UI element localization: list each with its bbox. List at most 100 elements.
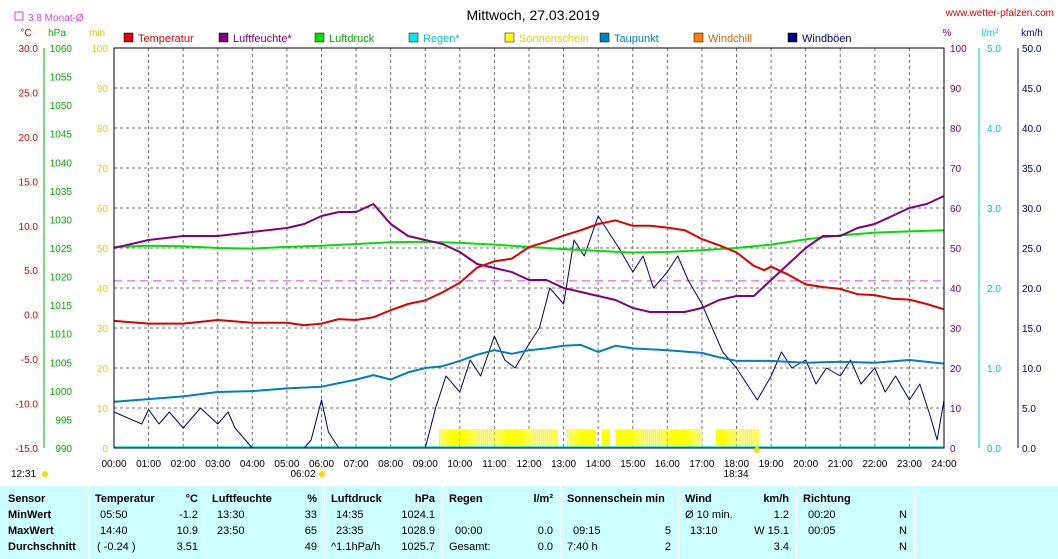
series-temperature	[113, 219, 945, 327]
legend-label: Temperatur	[138, 33, 194, 45]
sunshine-bar	[617, 429, 620, 446]
sunshine-bar	[517, 429, 520, 446]
wind-tick-label: 25.0	[1022, 244, 1042, 255]
legend-label: Windchill	[708, 33, 752, 45]
humidity-tick-label: 70	[950, 164, 962, 175]
sunshine-bar	[515, 429, 518, 446]
chart-title: Mittwoch, 27.03.2019	[466, 7, 599, 23]
sunshine-bar	[744, 429, 747, 446]
legend-swatch	[123, 32, 134, 43]
sunshine-bar	[700, 429, 703, 446]
header-temperatur: Temperatur	[95, 493, 155, 505]
series-humidity	[113, 195, 945, 313]
bottom-left-time: 12:31	[11, 469, 36, 480]
sunshine-bar	[463, 429, 466, 446]
col-divider	[914, 486, 915, 559]
min-wind-desc: Ø 10 min.	[685, 509, 733, 521]
max-dir-time: 00:05	[808, 525, 836, 537]
sunshine-tick-label: 30	[97, 324, 109, 335]
pressure-tick-label: 1050	[50, 101, 73, 112]
rain-tick-label: 0.0	[987, 444, 1001, 455]
legend-label: Regen*	[423, 33, 460, 45]
sunshine-bar	[640, 429, 642, 446]
wind-axis: 50.0 45.0 40.0 35.0 30.0 25.0 20.0 15.0 10.0 5.0 0…	[1017, 44, 1042, 455]
rain-tick-label: 5.0	[987, 44, 1001, 55]
col-divider	[796, 486, 797, 559]
sunshine-bar	[717, 429, 720, 446]
wind-tick-label: 50.0	[1022, 44, 1042, 55]
sunshine-bar	[493, 429, 495, 446]
sunshine-bar	[594, 429, 596, 446]
wind-tick-label: 20.0	[1022, 284, 1042, 295]
pressure-tick-label: 1045	[50, 130, 73, 141]
sunshine-bar	[451, 429, 454, 446]
sunshine-bar	[546, 429, 549, 446]
monthly-avg-swatch	[14, 11, 24, 21]
temperature-tick-label: 0.0	[24, 311, 38, 322]
row-label-avg: Durchschnitt	[8, 541, 76, 553]
legend-swatch	[314, 32, 325, 43]
sunshine-bar	[542, 429, 545, 446]
sun-icon-time	[42, 471, 48, 477]
legend-label: Luftfeuchte*	[233, 33, 292, 45]
min-temp-value: -1.2	[179, 509, 198, 521]
sunshine-bar	[439, 429, 441, 446]
legend-swatch	[408, 32, 419, 43]
sunshine-bar	[470, 429, 472, 446]
sunshine-tick-label: 70	[97, 164, 109, 175]
sunshine-bar	[497, 429, 499, 446]
sunshine-bar	[455, 429, 458, 446]
sunshine-bar	[726, 429, 728, 446]
header-wind: Wind	[685, 493, 712, 505]
avg-press-trend: ^1.1hPa/h	[331, 541, 381, 553]
pressure-tick-label: 1005	[50, 358, 73, 369]
row-label-min: MinWert	[8, 509, 52, 521]
sunshine-tick-label: 80	[97, 124, 109, 135]
sunshine-bar	[457, 429, 460, 446]
humidity-tick-label: 40	[950, 284, 962, 295]
time-tick-label: 01:00	[136, 459, 161, 470]
sunrise-label: 06:02	[290, 469, 315, 480]
avg-hum-value: 49	[304, 541, 317, 553]
pressure-tick-label: 1025	[50, 244, 73, 255]
header-luftdruck-unit: hPa	[414, 493, 435, 505]
site-link[interactable]: www.wetter-pfalzen.com	[945, 8, 1054, 19]
max-rain-time: 00:00	[455, 525, 483, 537]
time-tick-label: 24:00	[931, 459, 956, 470]
pressure-tick-label: 1055	[50, 73, 73, 84]
sunshine-bar	[681, 429, 684, 446]
unit-kmh: km/h	[1021, 28, 1043, 39]
time-tick-label: 03:00	[205, 459, 230, 470]
sunshine-bar	[632, 429, 634, 446]
max-press-time: 23:35	[336, 525, 364, 537]
pressure-tick-label: 1010	[50, 330, 73, 341]
time-tick-label: 09:00	[413, 459, 438, 470]
sunshine-bar	[698, 429, 700, 446]
sunshine-bar	[443, 429, 445, 446]
sunshine-bar	[644, 429, 647, 446]
temperature-tick-label: 25.0	[19, 88, 39, 99]
sunshine-bar	[648, 429, 651, 446]
max-dir-value: N	[899, 525, 907, 537]
temperature-tick-label: -5.0	[21, 355, 39, 366]
sunshine-bar	[555, 429, 557, 446]
sunshine-bar	[661, 429, 663, 446]
time-tick-label: 06:00	[309, 459, 334, 470]
sunshine-bar	[571, 429, 573, 446]
min-dir-value: N	[899, 509, 907, 521]
sunshine-bar	[505, 429, 507, 446]
plot-frame	[113, 47, 945, 449]
sunshine-bar	[615, 429, 617, 446]
max-hum-time: 23:50	[217, 525, 245, 537]
wind-tick-label: 15.0	[1022, 324, 1042, 335]
min-hum-value: 33	[304, 509, 317, 521]
max-sun-value: 5	[664, 525, 671, 537]
sunshine-bar	[605, 429, 608, 446]
legend-label: Taupunkt	[614, 33, 659, 45]
sunshine-bar	[478, 429, 481, 446]
time-tick-label: 22:00	[862, 459, 887, 470]
time-tick-label: 15:00	[620, 459, 645, 470]
max-temp-value: 10.9	[176, 525, 198, 537]
sunshine-bar	[468, 429, 470, 446]
sunshine-bar	[751, 429, 753, 446]
